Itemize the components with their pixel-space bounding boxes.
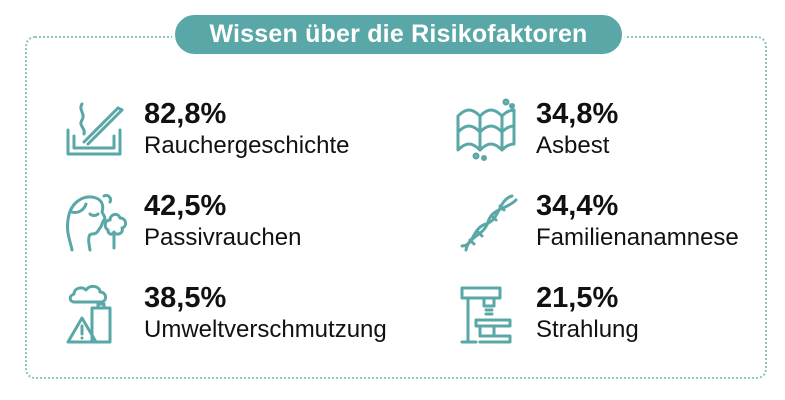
risk-label: Asbest: [536, 132, 610, 159]
risk-factor-pollution: 38,5% Umweltverschmutzung: [62, 280, 387, 346]
risk-label: Rauchergeschichte: [144, 132, 350, 159]
xray-machine-icon: [454, 280, 520, 346]
percent-value: 38,5%: [144, 282, 227, 314]
risk-label: Familienanamnese: [536, 224, 739, 251]
percent-value: 34,8%: [536, 98, 619, 130]
risk-label: Passivrauchen: [144, 224, 302, 251]
page-title: Wissen über die Risikofaktoren: [172, 12, 625, 57]
percent-value: 82,8%: [144, 98, 227, 130]
person-smoke-icon: [62, 188, 128, 254]
dna-icon: [454, 188, 520, 254]
asbestos-sheet-icon: [454, 96, 520, 162]
risk-factor-radiation: 21,5% Strahlung: [454, 280, 639, 346]
factory-pollution-icon: [62, 280, 128, 346]
risk-label: Strahlung: [536, 316, 639, 343]
risk-factor-passive-smoking: 42,5% Passivrauchen: [62, 188, 301, 254]
percent-value: 34,4%: [536, 190, 619, 222]
risk-label: Umweltverschmutzung: [144, 316, 387, 343]
cigarette-ashtray-icon: [62, 96, 128, 162]
percent-value: 21,5%: [536, 282, 619, 314]
percent-value: 42,5%: [144, 190, 227, 222]
risk-factor-smoking-history: 82,8% Rauchergeschichte: [62, 96, 349, 162]
risk-factor-asbestos: 34,8% Asbest: [454, 96, 618, 162]
risk-factor-family-history: 34,4% Familienanamnese: [454, 188, 739, 254]
